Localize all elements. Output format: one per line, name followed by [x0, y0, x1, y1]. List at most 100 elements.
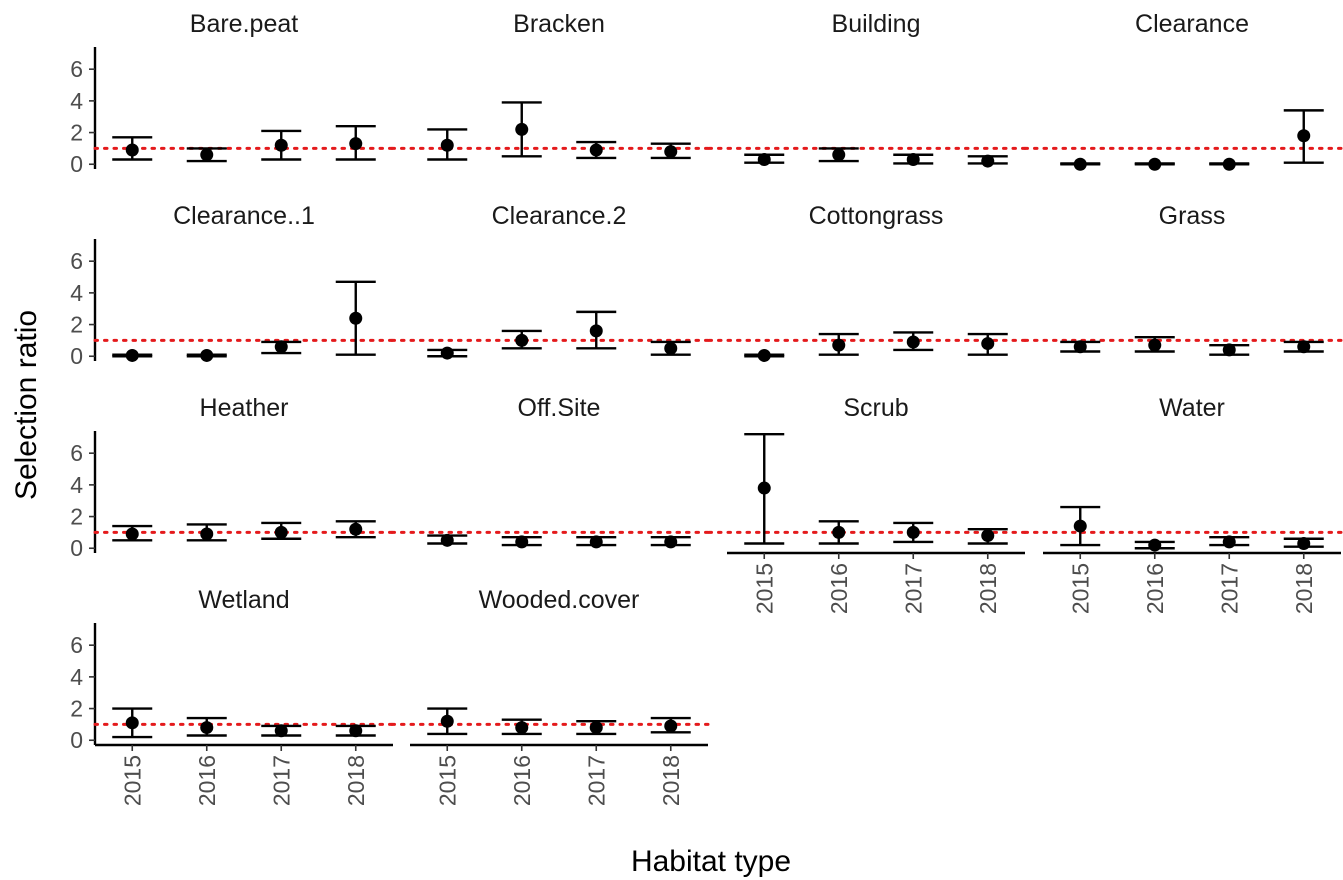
data-point: [832, 525, 846, 539]
facet-title: Heather: [200, 394, 289, 422]
x-tick-label: 2018: [975, 563, 1001, 614]
data-point: [349, 311, 363, 325]
data-point: [515, 535, 529, 549]
facet-panel: Scrub 2015 2016 2017 2018: [707, 394, 1027, 614]
facet-title: Clearance..1: [173, 202, 315, 230]
data-point: [1148, 338, 1162, 352]
x-tick-label: 2015: [751, 563, 777, 614]
data-point: [757, 152, 771, 166]
y-tick-label: 0: [70, 151, 83, 177]
data-point: [906, 152, 920, 166]
facet-panel: Wooded.cover 2015 2016 2017 2018: [390, 586, 710, 806]
facet-title: Scrub: [843, 394, 908, 422]
data-point: [1148, 538, 1162, 552]
data-point: [274, 525, 288, 539]
y-tick-label: 4: [70, 280, 83, 306]
data-point: [515, 122, 529, 136]
x-tick-label: 2015: [434, 755, 460, 806]
facet-panel: Off.Site: [390, 394, 710, 549]
facet-panel: Bare.peat 0 2 4 6: [70, 10, 395, 177]
x-tick-label: 2016: [509, 755, 535, 806]
data-point: [440, 346, 454, 360]
data-point: [274, 138, 288, 152]
facet-title: Wooded.cover: [479, 586, 640, 614]
facet-panel: Grass: [1023, 202, 1343, 357]
facet-title: Off.Site: [518, 394, 601, 422]
x-tick-label: 2018: [343, 755, 369, 806]
facet-panel: Building: [707, 10, 1027, 168]
y-tick-label: 4: [70, 472, 83, 498]
data-point: [440, 138, 454, 152]
data-point: [1148, 157, 1162, 171]
y-tick-label: 2: [70, 504, 83, 530]
facet-panel: Clearance..1 0 2 4 6: [70, 202, 395, 369]
data-point: [906, 335, 920, 349]
x-tick-label: 2017: [1216, 563, 1242, 614]
x-tick-label: 2016: [1142, 563, 1168, 614]
x-tick-label: 2016: [194, 755, 220, 806]
data-point: [664, 719, 678, 733]
data-point: [1297, 340, 1311, 354]
data-point: [200, 721, 214, 735]
data-point: [1297, 536, 1311, 550]
y-tick-label: 6: [70, 440, 83, 466]
y-tick-label: 2: [70, 120, 83, 146]
data-point: [1297, 129, 1311, 143]
data-point: [200, 348, 214, 362]
data-point: [757, 348, 771, 362]
data-point: [832, 338, 846, 352]
facet-title: Wetland: [198, 586, 289, 614]
data-point: [274, 724, 288, 738]
data-point: [125, 348, 139, 362]
facet-panels: Bare.peat 0 2 4 6 Bracken Building Clearance Cle…: [70, 10, 1343, 806]
facet-panel: Clearance.2: [390, 202, 710, 360]
y-tick-label: 2: [70, 312, 83, 338]
data-point: [1073, 519, 1087, 533]
data-point: [200, 527, 214, 541]
x-tick-label: 2018: [1291, 563, 1317, 614]
facet-panel: Cottongrass: [707, 202, 1027, 362]
x-tick-label: 2016: [826, 563, 852, 614]
data-point: [515, 721, 529, 735]
x-tick-label: 2017: [268, 755, 294, 806]
facet-title: Clearance: [1135, 10, 1249, 38]
x-tick-label: 2015: [119, 755, 145, 806]
facet-title: Cottongrass: [809, 202, 944, 230]
facet-panel: Wetland 0 2 4 6 2015 2016 2017 2018: [70, 586, 395, 806]
y-tick-label: 2: [70, 696, 83, 722]
data-point: [349, 724, 363, 738]
data-point: [125, 716, 139, 730]
y-tick-label: 4: [70, 664, 83, 690]
data-point: [515, 333, 529, 347]
data-point: [664, 535, 678, 549]
data-point: [664, 145, 678, 159]
x-axis-title: Habitat type: [631, 845, 791, 878]
data-point: [125, 143, 139, 157]
y-tick-label: 6: [70, 632, 83, 658]
facet-title: Bare.peat: [190, 10, 298, 38]
data-point: [981, 154, 995, 168]
data-point: [832, 148, 846, 162]
data-point: [125, 527, 139, 541]
facet-title: Bracken: [513, 10, 605, 38]
y-tick-label: 0: [70, 343, 83, 369]
x-tick-label: 2015: [1067, 563, 1093, 614]
data-point: [981, 337, 995, 351]
facet-title: Building: [832, 10, 921, 38]
data-point: [440, 714, 454, 728]
y-tick-label: 0: [70, 535, 83, 561]
data-point: [1222, 535, 1236, 549]
y-axis-title: Selection ratio: [10, 310, 43, 500]
data-point: [440, 533, 454, 547]
data-point: [589, 721, 603, 735]
facet-panel: Heather 0 2 4 6: [70, 394, 395, 561]
data-point: [589, 143, 603, 157]
data-point: [349, 137, 363, 151]
x-tick-label: 2017: [900, 563, 926, 614]
y-tick-label: 6: [70, 248, 83, 274]
y-tick-label: 6: [70, 56, 83, 82]
data-point: [1222, 343, 1236, 357]
data-point: [981, 529, 995, 543]
facet-title: Grass: [1159, 202, 1226, 230]
